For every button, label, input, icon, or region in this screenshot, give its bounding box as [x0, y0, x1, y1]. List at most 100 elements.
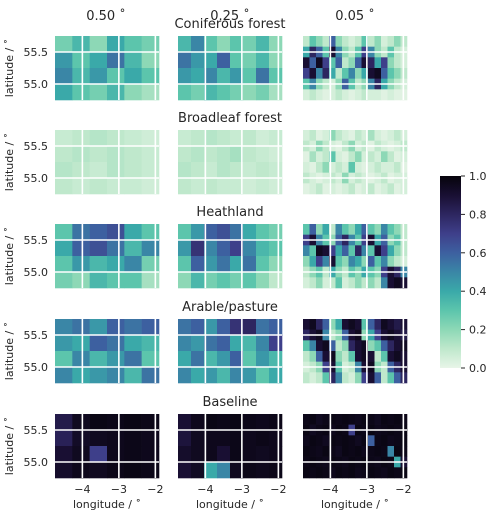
heatmap-cell — [269, 272, 283, 289]
heatmap-cell — [178, 68, 192, 85]
heatmap-cell — [322, 68, 330, 79]
column-title-0.50: 0.50 ˚ — [86, 8, 126, 24]
heatmap-cell — [72, 272, 90, 289]
heatmap-cell — [316, 89, 323, 101]
heatmap-cell — [368, 340, 375, 352]
heatmap-cell — [368, 446, 375, 457]
heatmap-cell — [230, 178, 244, 195]
heatmap-cell — [124, 319, 142, 336]
heatmap-cell — [217, 256, 231, 273]
heatmap-cell — [269, 84, 283, 101]
heatmap-cell — [316, 446, 323, 457]
heatmap-cell — [124, 224, 142, 241]
heatmap-cell — [316, 68, 323, 79]
heatmap-cell — [107, 319, 125, 336]
heatmap-cell — [387, 414, 395, 425]
heatmap-cell — [55, 240, 73, 257]
heatmap-cell — [178, 367, 192, 384]
heatmap-cell — [329, 467, 336, 479]
heatmap-cell — [381, 224, 388, 235]
heatmap-cell — [124, 84, 142, 101]
heatmap-cell — [322, 245, 330, 257]
heatmap-cell — [374, 435, 382, 447]
heatmap-cell — [204, 446, 218, 463]
heatmap-cell — [342, 162, 349, 173]
heatmap-cell — [316, 130, 323, 141]
heatmap-cell — [89, 162, 108, 179]
heatmap-cell — [329, 151, 336, 163]
heatmap-cell — [374, 277, 382, 289]
heatmap-cell — [303, 340, 310, 352]
heatmap-cell — [335, 256, 343, 267]
heatmap-cell — [107, 68, 125, 85]
heatmap-cell — [141, 367, 160, 384]
heatmap-cell — [124, 52, 142, 69]
heatmap-cell — [204, 240, 218, 257]
heatmap-cell — [381, 319, 388, 330]
heatmap-cell — [381, 372, 388, 384]
heatmap-cell — [204, 52, 218, 69]
heatmap-cell — [329, 319, 336, 330]
heatmap-cell — [394, 245, 401, 257]
heatmap-cell — [355, 372, 362, 384]
heatmap-cell — [230, 224, 244, 241]
heatmap-cell — [72, 462, 90, 479]
heatmap-cell — [335, 319, 343, 330]
heatmap-cell — [107, 52, 125, 69]
heatmap-cell — [72, 367, 90, 384]
heatmap-cell — [178, 224, 192, 241]
heatmap-cell — [355, 414, 362, 425]
panel-4-0.25 — [178, 414, 283, 479]
heatmap-cell — [387, 151, 395, 163]
heatmap-cell — [55, 68, 73, 85]
heatmap-cell — [230, 414, 244, 431]
heatmap-cell — [230, 430, 244, 447]
heatmap-cell — [309, 162, 317, 173]
heatmap-cell — [368, 277, 375, 289]
heatmap-cell — [230, 52, 244, 69]
heatmap-cell — [374, 414, 382, 425]
heatmap-cell — [361, 89, 369, 101]
x-tick-label: −2 — [395, 483, 411, 496]
heatmap-cell — [243, 367, 257, 384]
heatmap-cell — [348, 277, 356, 289]
heatmap-cell — [256, 162, 270, 179]
heatmap-cell — [191, 367, 205, 384]
heatmap-cell — [335, 414, 343, 425]
heatmap-cell — [316, 435, 323, 447]
heatmap-cell — [348, 130, 356, 141]
heatmap-cell — [141, 446, 160, 463]
heatmap-cell — [217, 130, 231, 147]
heatmap-cell — [303, 319, 310, 330]
heatmap-cell — [309, 372, 317, 384]
heatmap-cell — [72, 430, 90, 447]
heatmap-cell — [243, 224, 257, 241]
heatmap-cell — [329, 340, 336, 352]
heatmap-cell — [256, 319, 270, 336]
heatmap-cell — [191, 335, 205, 352]
heatmap-cell — [381, 277, 388, 289]
heatmap-cell — [141, 319, 160, 336]
heatmap-cell — [303, 36, 310, 47]
heatmap-cell — [55, 224, 73, 241]
heatmap-cell — [256, 84, 270, 101]
heatmap-cell — [303, 351, 310, 362]
heatmap-cell — [141, 224, 160, 241]
panel-4-0.05 — [303, 414, 408, 479]
heatmap-cell — [256, 240, 270, 257]
heatmap-cell — [89, 178, 108, 195]
heatmap-cell — [361, 467, 369, 479]
heatmap-cell — [381, 89, 388, 101]
heatmap-cell — [368, 467, 375, 479]
heatmap-cell — [381, 435, 388, 447]
heatmap-cell — [217, 319, 231, 336]
heatmap-cell — [394, 162, 401, 173]
heatmap-cell — [361, 319, 369, 330]
heatmap-cell — [316, 36, 323, 47]
heatmap-cell — [303, 183, 310, 195]
heatmap-cell — [329, 224, 336, 235]
heatmap-cell — [387, 340, 395, 352]
heatmap-cell — [335, 277, 343, 289]
heatmap-cell — [178, 36, 192, 53]
heatmap-cell — [394, 277, 401, 289]
